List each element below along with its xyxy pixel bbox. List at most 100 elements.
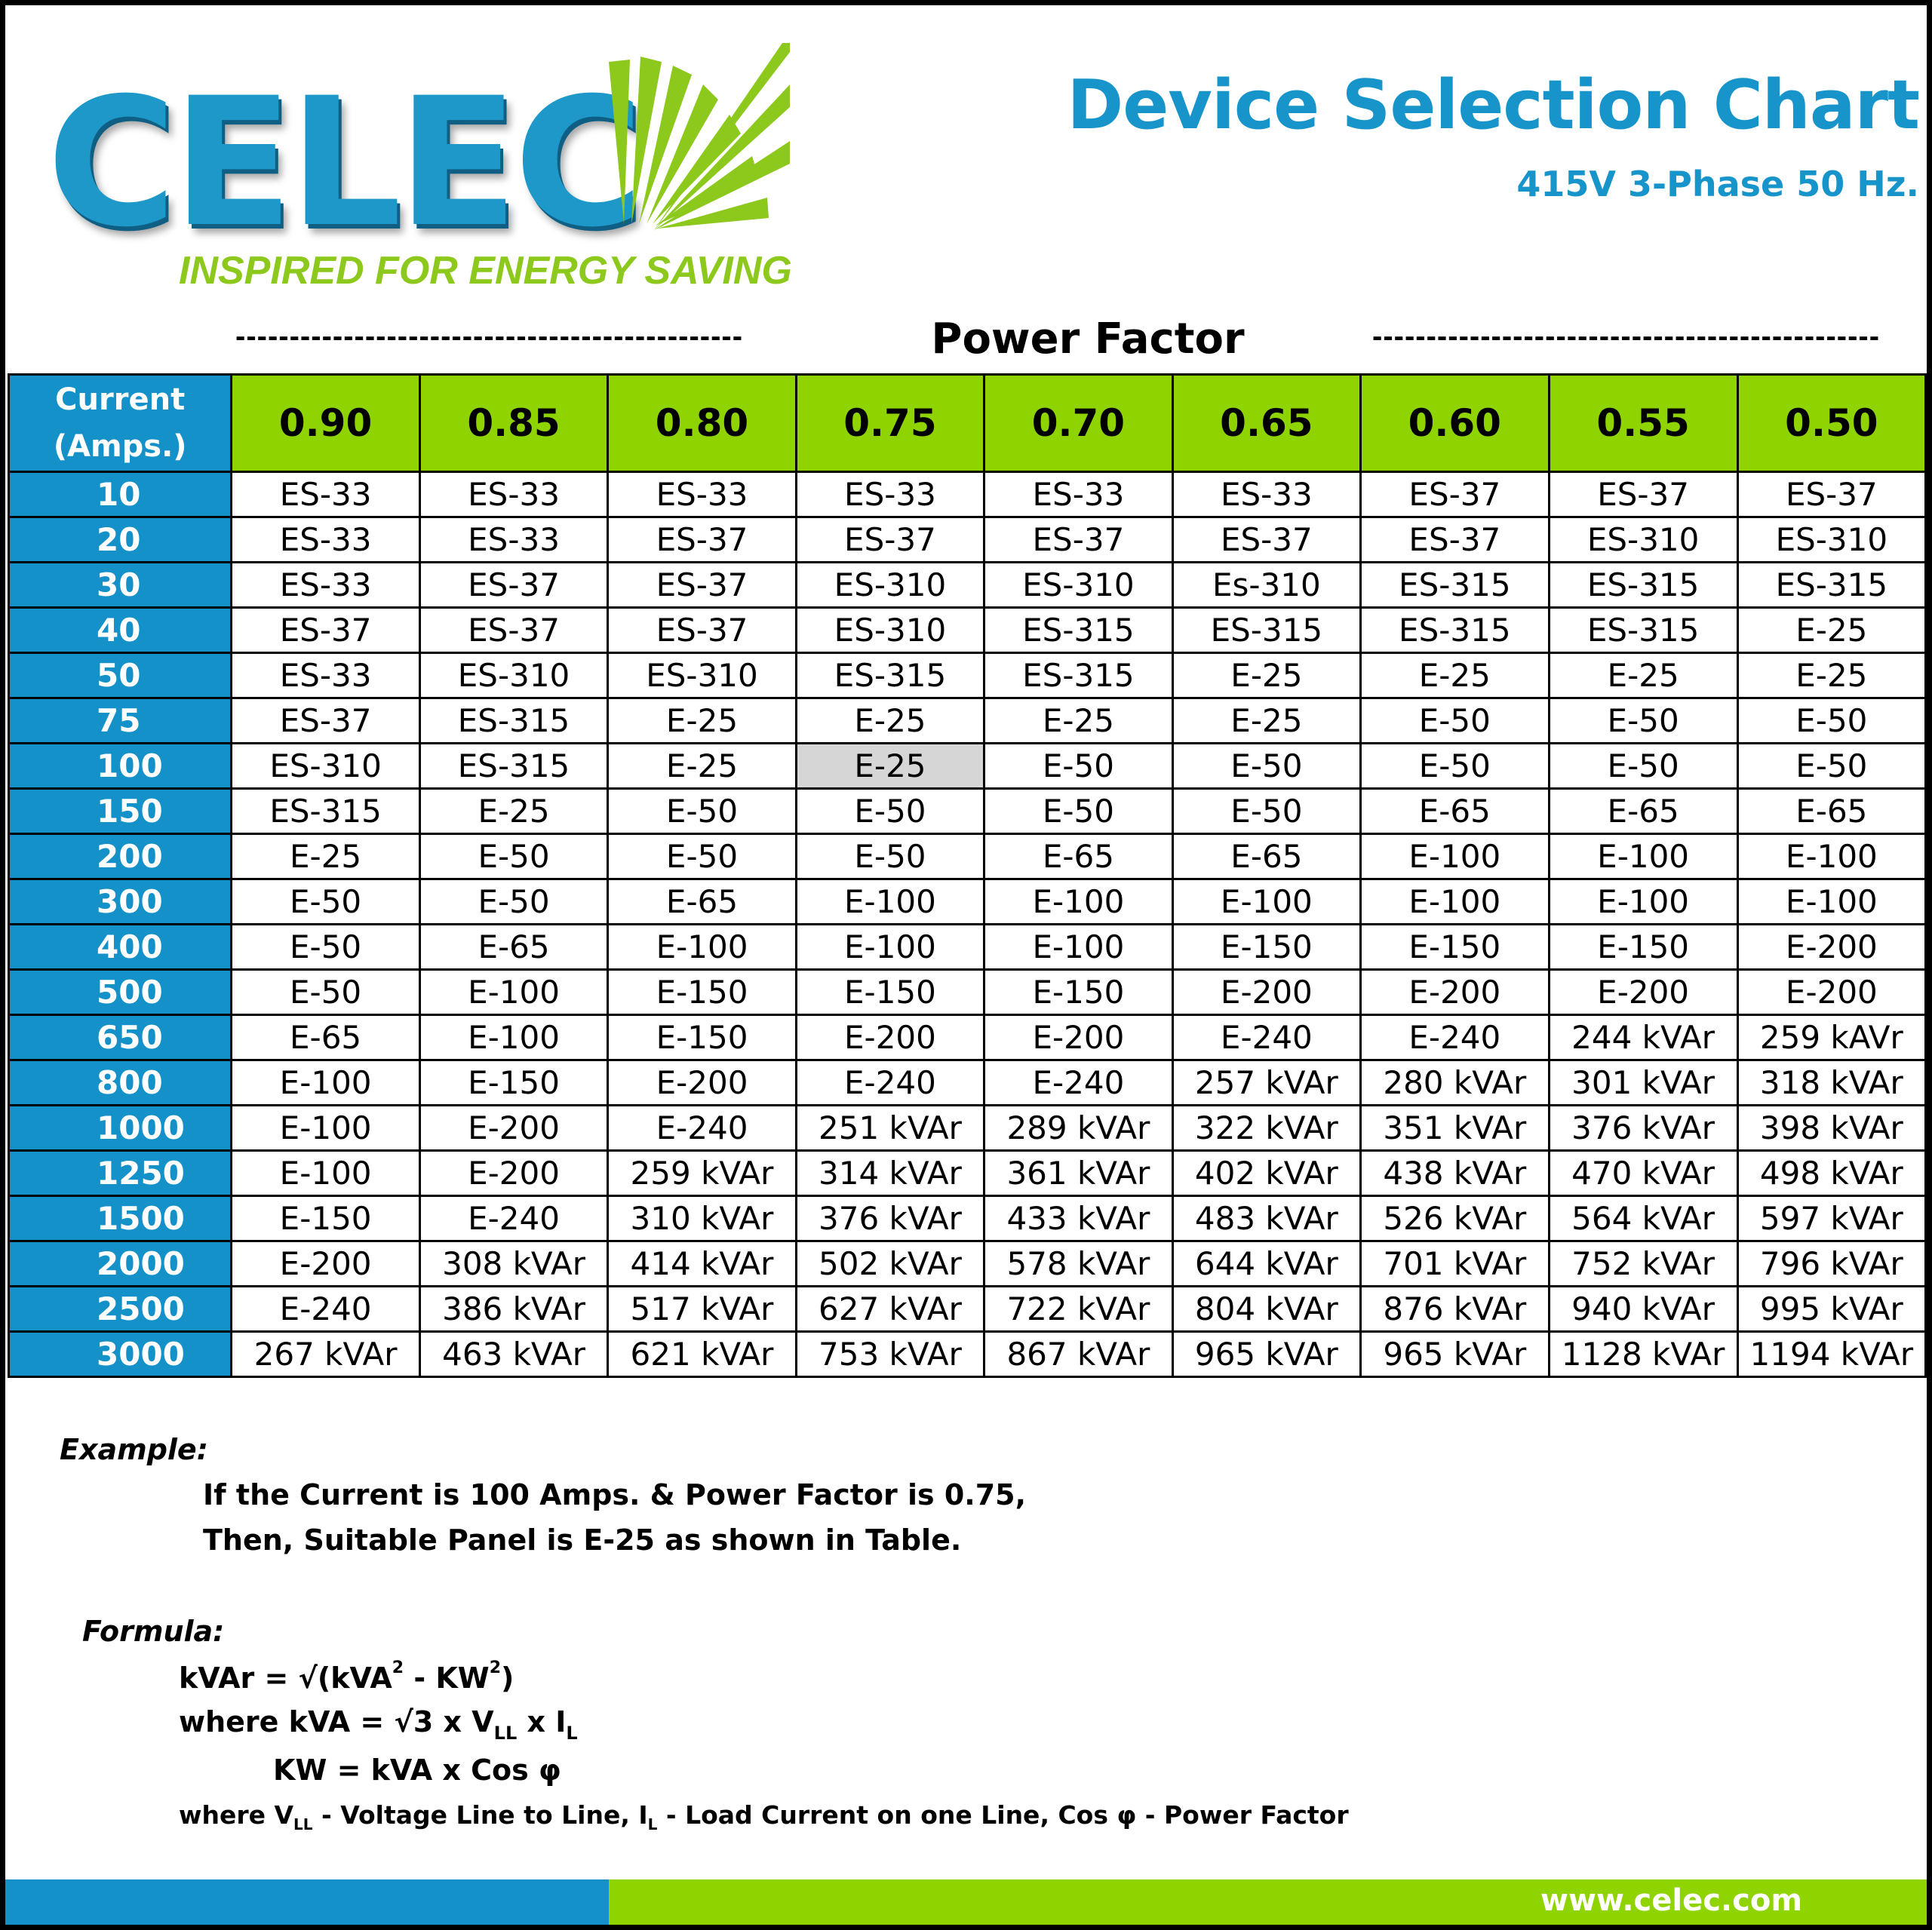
current-cell: 75 — [7, 697, 233, 744]
device-cell: E-150 — [418, 1059, 610, 1106]
device-cell: ES-315 — [1359, 606, 1550, 654]
device-cell: 965 kVAr — [1359, 1330, 1550, 1378]
device-cell: 564 kVAr — [1547, 1195, 1739, 1242]
celec-logo: CELEC INSPIRED FOR ENERGY SAVING — [47, 43, 792, 299]
page-subtitle: 415V 3-Phase 50 Hz. — [1516, 164, 1919, 204]
device-cell: E-240 — [1359, 1014, 1550, 1061]
device-cell: E-25 — [1736, 652, 1927, 699]
current-cell: 1250 — [7, 1149, 233, 1197]
formula-text: - Voltage Line to Line, I — [312, 1800, 648, 1830]
dash-rule-left: ----------------------------------------… — [235, 320, 744, 353]
device-cell: ES-37 — [607, 606, 797, 654]
device-cell: 867 kVAr — [983, 1330, 1174, 1378]
device-cell: E-65 — [1736, 787, 1927, 835]
current-cell: 800 — [7, 1059, 233, 1106]
device-cell: E-150 — [794, 968, 986, 1016]
device-cell: ES-315 — [1359, 561, 1550, 609]
sunburst-icon — [609, 43, 790, 230]
device-cell: E-150 — [983, 968, 1174, 1016]
device-cell: 753 kVAr — [794, 1330, 986, 1378]
device-cell: E-200 — [230, 1240, 421, 1287]
page-title: Device Selection Chart — [1067, 66, 1920, 145]
device-cell: E-200 — [1736, 923, 1927, 971]
device-cell: E-200 — [1736, 968, 1927, 1016]
device-cell: 526 kVAr — [1359, 1195, 1550, 1242]
pf-header: 0.70 — [983, 373, 1174, 473]
device-cell: E-65 — [418, 923, 610, 971]
device-cell: 398 kVAr — [1736, 1104, 1927, 1152]
formula-text: x I — [517, 1705, 567, 1738]
device-cell: 433 kVAr — [983, 1195, 1174, 1242]
current-cell: 150 — [7, 787, 233, 835]
device-cell: E-50 — [418, 833, 610, 880]
pf-header: 0.85 — [418, 373, 610, 473]
device-cell: E-100 — [983, 923, 1174, 971]
device-cell: 965 kVAr — [1171, 1330, 1362, 1378]
device-cell: 463 kVAr — [418, 1330, 610, 1378]
current-cell: 30 — [7, 561, 233, 609]
formula-sub: LL — [293, 1815, 313, 1833]
device-cell: 361 kVAr — [983, 1149, 1174, 1197]
device-cell: ES-310 — [607, 652, 797, 699]
table-row: 150 ES-315 E-25 E-50 E-50 E-50 E-50 E-65 E-65 E-6… — [7, 787, 1927, 835]
device-cell: 876 kVAr — [1359, 1285, 1550, 1333]
current-cell: 3000 — [7, 1330, 233, 1378]
device-cell: E-100 — [1547, 833, 1739, 880]
device-cell: E-100 — [418, 1014, 610, 1061]
device-cell: E-50 — [230, 923, 421, 971]
device-cell: 259 kVAr — [607, 1149, 797, 1197]
device-cell: ES-315 — [1547, 561, 1739, 609]
device-cell: E-65 — [230, 1014, 421, 1061]
device-cell: 995 kVAr — [1736, 1285, 1927, 1333]
device-cell: ES-33 — [230, 516, 421, 563]
device-cell: E-25 — [230, 833, 421, 880]
device-cell: E-100 — [794, 923, 986, 971]
device-cell: ES-310 — [794, 561, 986, 609]
device-cell: E-200 — [607, 1059, 797, 1106]
table-row: 500 E-50 E-100 E-150 E-150 E-150 E-200 E-200 E-2… — [7, 968, 1927, 1016]
device-cell: ES-310 — [1736, 516, 1927, 563]
example-label: Example: — [60, 1433, 208, 1466]
device-cell: ES-37 — [418, 561, 610, 609]
device-cell: E-100 — [607, 923, 797, 971]
device-cell: ES-315 — [1547, 606, 1739, 654]
device-cell: ES-315 — [418, 697, 610, 744]
device-cell: ES-37 — [794, 516, 986, 563]
device-cell: ES-33 — [418, 516, 610, 563]
device-cell: ES-315 — [983, 652, 1174, 699]
device-cell: E-200 — [418, 1104, 610, 1152]
pf-header: 0.75 — [794, 373, 986, 473]
current-cell: 200 — [7, 833, 233, 880]
device-cell: E-100 — [1736, 878, 1927, 925]
device-cell: E-240 — [607, 1104, 797, 1152]
device-cell: E-150 — [1359, 923, 1550, 971]
device-cell: 376 kVAr — [1547, 1104, 1739, 1152]
device-cell: E-150 — [607, 968, 797, 1016]
table-header-row: Current (Amps.) 0.90 0.85 0.80 0.75 0.70… — [7, 373, 1927, 473]
website-link[interactable]: www.celec.com — [1540, 1883, 1802, 1918]
device-cell: E-50 — [794, 787, 986, 835]
device-cell: 940 kVAr — [1547, 1285, 1739, 1333]
device-cell: E-100 — [1359, 833, 1550, 880]
current-cell: 1000 — [7, 1104, 233, 1152]
device-cell: E-200 — [1359, 968, 1550, 1016]
formula-text: kVAr = √(kVA — [179, 1662, 392, 1695]
device-cell: E-50 — [1359, 742, 1550, 790]
device-cell: 280 kVAr — [1359, 1059, 1550, 1106]
table-body: 10 ES-33 ES-33 ES-33 ES-33 ES-33 ES-33 ES-37 ES-… — [7, 471, 1927, 1378]
device-cell: 259 kAVr — [1736, 1014, 1927, 1061]
device-cell: ES-37 — [983, 516, 1174, 563]
device-cell: E-100 — [794, 878, 986, 925]
device-cell: E-50 — [230, 968, 421, 1016]
device-cell: E-65 — [1547, 787, 1739, 835]
device-cell: E-25 — [1171, 697, 1362, 744]
device-cell: ES-315 — [1736, 561, 1927, 609]
formula-text: - KW — [404, 1662, 490, 1695]
device-cell: ES-33 — [418, 471, 610, 518]
device-cell: 318 kVAr — [1736, 1059, 1927, 1106]
device-cell: ES-33 — [983, 471, 1174, 518]
device-cell: 578 kVAr — [983, 1240, 1174, 1287]
formula-text: where V — [179, 1800, 294, 1830]
device-cell: ES-37 — [418, 606, 610, 654]
